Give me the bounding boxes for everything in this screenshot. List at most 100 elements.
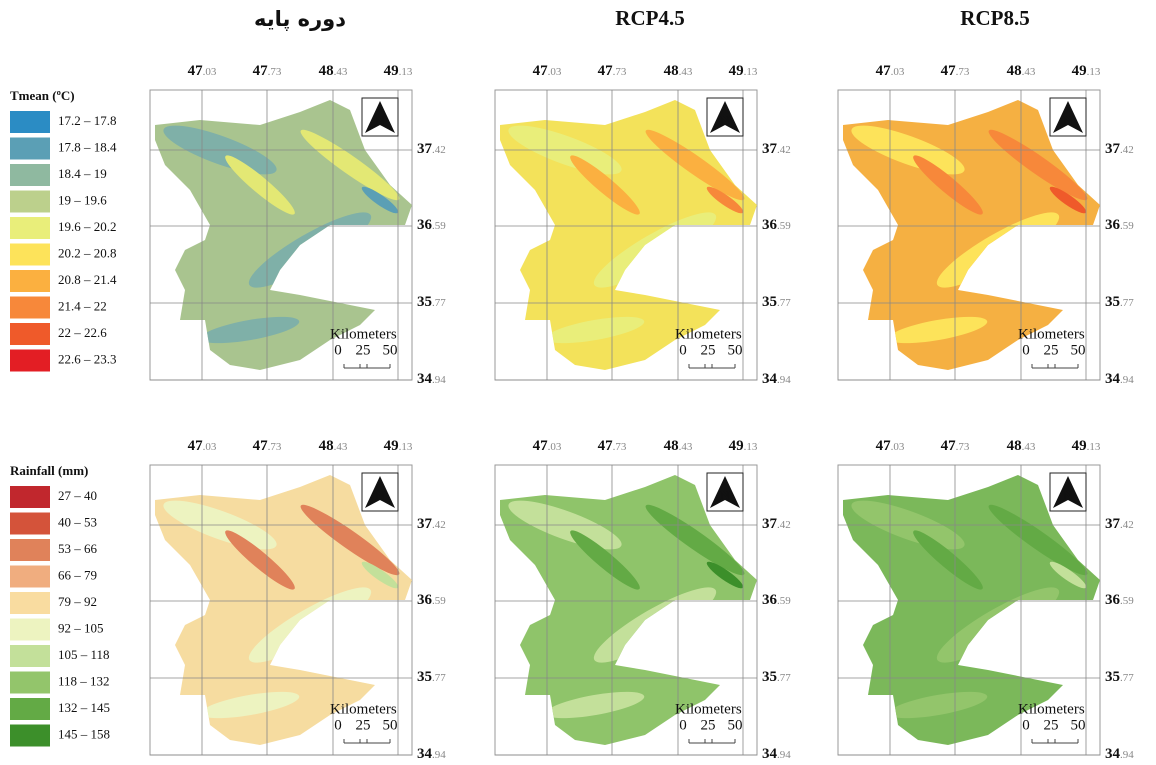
tick-fraction: .94	[1120, 374, 1134, 386]
svg-text:N: N	[720, 489, 730, 504]
legend-label: 27 – 40	[58, 488, 97, 503]
legend-label: 40 – 53	[58, 514, 97, 529]
legend-label: 17.2 – 17.8	[58, 113, 117, 128]
zone	[913, 530, 983, 590]
tick-whole: 47	[533, 438, 549, 454]
tick-fraction: .94	[1120, 749, 1134, 761]
latitude-label: 35.77	[1105, 669, 1134, 685]
tick-whole: 34	[762, 371, 778, 387]
scale-tick: 0	[679, 342, 687, 358]
legend-swatch	[10, 645, 50, 667]
tick-whole: 36	[762, 217, 778, 233]
legend-swatch	[10, 539, 50, 561]
zone	[1049, 186, 1087, 214]
tick-whole: 47	[941, 63, 957, 79]
tick-whole: 48	[664, 63, 679, 79]
zone	[988, 504, 1088, 576]
tick-fraction: .73	[268, 441, 282, 453]
tick-whole: 37	[417, 141, 433, 157]
tick-whole: 49	[384, 63, 399, 79]
legend-swatch	[10, 164, 50, 186]
tick-fraction: .94	[432, 374, 446, 386]
tick-fraction: .42	[432, 519, 446, 531]
legend-swatch	[10, 111, 50, 133]
longitude-label: 49.13	[729, 438, 758, 454]
scale-title: Kilometers	[675, 326, 742, 342]
scale-tick: 25	[356, 342, 371, 358]
latitude-label: 37.42	[417, 141, 446, 157]
legend-swatch	[10, 270, 50, 292]
zone	[225, 530, 295, 590]
tick-fraction: .59	[1120, 595, 1134, 607]
tick-whole: 48	[664, 438, 679, 454]
tick-whole: 37	[417, 516, 433, 532]
legend-swatch	[10, 671, 50, 694]
legend-label: 21.4 – 22	[58, 298, 107, 313]
tick-fraction: .59	[432, 220, 446, 232]
north-arrow: N	[361, 472, 399, 512]
tick-fraction: .03	[548, 441, 562, 453]
tick-fraction: .03	[203, 441, 217, 453]
longitude-label: 47.03	[188, 63, 217, 79]
tick-whole: 47	[253, 438, 269, 454]
scale-tick: 50	[383, 717, 398, 733]
longitude-label: 47.03	[876, 438, 905, 454]
zone	[361, 561, 399, 589]
longitude-label: 47.73	[598, 63, 627, 79]
scale-tick: 0	[334, 342, 342, 358]
latitude-label: 34.94	[417, 371, 446, 387]
legend-label: 92 – 105	[58, 620, 104, 635]
tick-whole: 36	[1105, 217, 1121, 233]
tick-whole: 36	[762, 592, 778, 608]
map-panel: N47.03 47.73 48.43 49.1337.4236.5935.7734.9…	[149, 63, 446, 387]
longitude-label: 47.73	[253, 438, 282, 454]
svg-text:N: N	[375, 114, 385, 129]
zone	[545, 316, 645, 344]
tick-whole: 49	[729, 438, 744, 454]
legend-swatch	[10, 512, 50, 535]
latitude-label: 34.94	[1105, 371, 1134, 387]
tick-whole: 48	[319, 63, 334, 79]
legend-swatch	[10, 243, 50, 266]
scale-tick: 25	[356, 717, 371, 733]
scale-tick: 0	[679, 717, 687, 733]
longitude-label: 49.13	[1072, 438, 1101, 454]
tick-fraction: .59	[777, 220, 791, 232]
legend: Tmean (ºC) 17.2 – 17.8 17.8 – 18.4 18.4 – 1…	[10, 88, 117, 372]
zone	[361, 186, 399, 214]
north-arrow: N	[361, 97, 399, 137]
zone	[225, 155, 295, 215]
tick-fraction: .03	[548, 66, 562, 78]
tick-whole: 36	[1105, 592, 1121, 608]
map-panel: N47.03 47.73 48.43 49.1337.4236.5935.7734.9…	[494, 63, 791, 387]
latitude-label: 35.77	[1105, 294, 1134, 310]
legend-swatch	[10, 323, 50, 345]
legend-title: Rainfall (mm)	[10, 463, 88, 478]
tick-fraction: .13	[744, 441, 758, 453]
longitude-label: 47.73	[598, 438, 627, 454]
latitude-label: 35.77	[762, 294, 791, 310]
scale-tick: 50	[1071, 342, 1086, 358]
zone	[300, 504, 400, 576]
map-panel: N47.03 47.73 48.43 49.1337.4236.5935.7734.9…	[494, 438, 791, 762]
tick-whole: 34	[762, 746, 778, 762]
longitude-label: 49.13	[1072, 63, 1101, 79]
zone	[200, 691, 300, 719]
longitude-label: 47.03	[876, 63, 905, 79]
longitude-label: 48.43	[664, 63, 693, 79]
legend-swatch	[10, 296, 50, 319]
tick-fraction: .43	[334, 441, 348, 453]
tick-fraction: .59	[777, 595, 791, 607]
tick-whole: 37	[762, 141, 778, 157]
north-arrow: N	[1049, 97, 1087, 137]
tick-whole: 35	[762, 294, 777, 310]
legend-label: 20.8 – 21.4	[58, 272, 117, 287]
latitude-label: 34.94	[762, 371, 791, 387]
latitude-label: 35.77	[762, 669, 791, 685]
column-title: RCP8.5	[960, 6, 1029, 30]
legend-label: 18.4 – 19	[58, 166, 107, 181]
longitude-label: 48.43	[319, 438, 348, 454]
longitude-label: 47.03	[188, 438, 217, 454]
